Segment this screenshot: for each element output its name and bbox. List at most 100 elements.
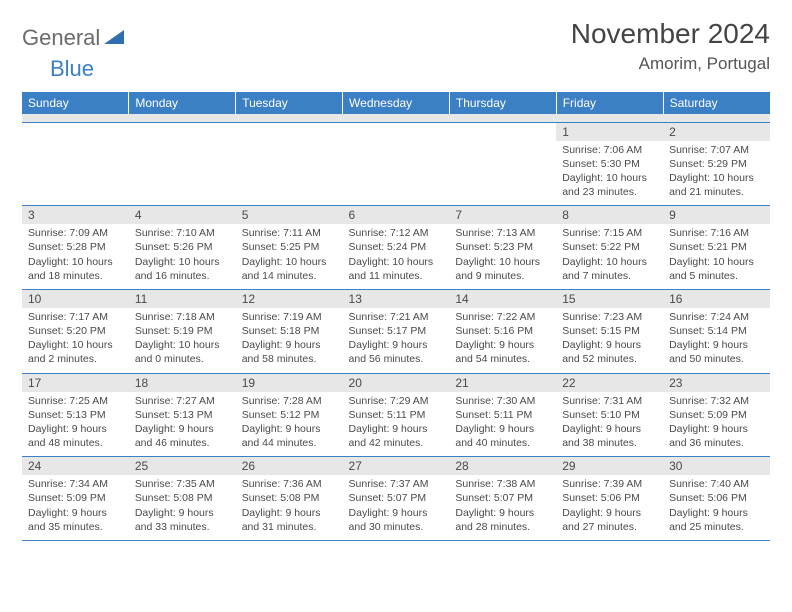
calendar-day-cell: 25Sunrise: 7:35 AMSunset: 5:08 PMDayligh… bbox=[129, 457, 236, 541]
day-details: Sunrise: 7:21 AMSunset: 5:17 PMDaylight:… bbox=[343, 308, 450, 373]
calendar-day-cell bbox=[236, 122, 343, 206]
calendar-table: SundayMondayTuesdayWednesdayThursdayFrid… bbox=[22, 92, 770, 541]
day-details: Sunrise: 7:38 AMSunset: 5:07 PMDaylight:… bbox=[449, 475, 556, 540]
weekday-header: Monday bbox=[129, 92, 236, 114]
weekday-header: Thursday bbox=[449, 92, 556, 114]
calendar-day-cell: 14Sunrise: 7:22 AMSunset: 5:16 PMDayligh… bbox=[449, 289, 556, 373]
calendar-day-cell: 10Sunrise: 7:17 AMSunset: 5:20 PMDayligh… bbox=[22, 289, 129, 373]
day-number: 24 bbox=[22, 457, 129, 475]
calendar-day-cell: 2Sunrise: 7:07 AMSunset: 5:29 PMDaylight… bbox=[663, 122, 770, 206]
day-details: Sunrise: 7:31 AMSunset: 5:10 PMDaylight:… bbox=[556, 392, 663, 457]
day-number: 18 bbox=[129, 374, 236, 392]
calendar-day-cell: 13Sunrise: 7:21 AMSunset: 5:17 PMDayligh… bbox=[343, 289, 450, 373]
calendar-day-cell: 19Sunrise: 7:28 AMSunset: 5:12 PMDayligh… bbox=[236, 373, 343, 457]
calendar-day-cell: 17Sunrise: 7:25 AMSunset: 5:13 PMDayligh… bbox=[22, 373, 129, 457]
day-details: Sunrise: 7:23 AMSunset: 5:15 PMDaylight:… bbox=[556, 308, 663, 373]
day-number: 9 bbox=[663, 206, 770, 224]
weekday-header: Saturday bbox=[663, 92, 770, 114]
calendar-day-cell: 9Sunrise: 7:16 AMSunset: 5:21 PMDaylight… bbox=[663, 206, 770, 290]
calendar-day-cell: 16Sunrise: 7:24 AMSunset: 5:14 PMDayligh… bbox=[663, 289, 770, 373]
weekday-header: Wednesday bbox=[343, 92, 450, 114]
day-details: Sunrise: 7:35 AMSunset: 5:08 PMDaylight:… bbox=[129, 475, 236, 540]
weekday-header-row: SundayMondayTuesdayWednesdayThursdayFrid… bbox=[22, 92, 770, 114]
day-number: 6 bbox=[343, 206, 450, 224]
day-number: 21 bbox=[449, 374, 556, 392]
calendar-day-cell: 1Sunrise: 7:06 AMSunset: 5:30 PMDaylight… bbox=[556, 122, 663, 206]
calendar-day-cell: 8Sunrise: 7:15 AMSunset: 5:22 PMDaylight… bbox=[556, 206, 663, 290]
day-details: Sunrise: 7:24 AMSunset: 5:14 PMDaylight:… bbox=[663, 308, 770, 373]
calendar-day-cell: 23Sunrise: 7:32 AMSunset: 5:09 PMDayligh… bbox=[663, 373, 770, 457]
logo-text-general: General bbox=[22, 25, 100, 51]
day-number: 11 bbox=[129, 290, 236, 308]
day-number: 14 bbox=[449, 290, 556, 308]
day-details: Sunrise: 7:10 AMSunset: 5:26 PMDaylight:… bbox=[129, 224, 236, 289]
day-number: 23 bbox=[663, 374, 770, 392]
day-details: Sunrise: 7:13 AMSunset: 5:23 PMDaylight:… bbox=[449, 224, 556, 289]
day-details: Sunrise: 7:16 AMSunset: 5:21 PMDaylight:… bbox=[663, 224, 770, 289]
day-number: 10 bbox=[22, 290, 129, 308]
calendar-day-cell: 12Sunrise: 7:19 AMSunset: 5:18 PMDayligh… bbox=[236, 289, 343, 373]
day-number: 15 bbox=[556, 290, 663, 308]
calendar-day-cell: 20Sunrise: 7:29 AMSunset: 5:11 PMDayligh… bbox=[343, 373, 450, 457]
day-number: 25 bbox=[129, 457, 236, 475]
day-number: 27 bbox=[343, 457, 450, 475]
calendar-day-cell: 30Sunrise: 7:40 AMSunset: 5:06 PMDayligh… bbox=[663, 457, 770, 541]
calendar-week-row: 10Sunrise: 7:17 AMSunset: 5:20 PMDayligh… bbox=[22, 289, 770, 373]
day-details: Sunrise: 7:34 AMSunset: 5:09 PMDaylight:… bbox=[22, 475, 129, 540]
calendar-week-row: 1Sunrise: 7:06 AMSunset: 5:30 PMDaylight… bbox=[22, 122, 770, 206]
day-details: Sunrise: 7:37 AMSunset: 5:07 PMDaylight:… bbox=[343, 475, 450, 540]
calendar-day-cell: 6Sunrise: 7:12 AMSunset: 5:24 PMDaylight… bbox=[343, 206, 450, 290]
day-details: Sunrise: 7:36 AMSunset: 5:08 PMDaylight:… bbox=[236, 475, 343, 540]
calendar-day-cell: 18Sunrise: 7:27 AMSunset: 5:13 PMDayligh… bbox=[129, 373, 236, 457]
calendar-week-row: 3Sunrise: 7:09 AMSunset: 5:28 PMDaylight… bbox=[22, 206, 770, 290]
day-number: 20 bbox=[343, 374, 450, 392]
day-number: 13 bbox=[343, 290, 450, 308]
day-number: 3 bbox=[22, 206, 129, 224]
day-details: Sunrise: 7:30 AMSunset: 5:11 PMDaylight:… bbox=[449, 392, 556, 457]
day-number: 30 bbox=[663, 457, 770, 475]
logo: General bbox=[22, 24, 124, 52]
day-details: Sunrise: 7:27 AMSunset: 5:13 PMDaylight:… bbox=[129, 392, 236, 457]
day-number: 1 bbox=[556, 123, 663, 141]
weekday-header: Friday bbox=[556, 92, 663, 114]
day-details: Sunrise: 7:17 AMSunset: 5:20 PMDaylight:… bbox=[22, 308, 129, 373]
day-details: Sunrise: 7:19 AMSunset: 5:18 PMDaylight:… bbox=[236, 308, 343, 373]
day-details: Sunrise: 7:40 AMSunset: 5:06 PMDaylight:… bbox=[663, 475, 770, 540]
day-details: Sunrise: 7:28 AMSunset: 5:12 PMDaylight:… bbox=[236, 392, 343, 457]
calendar-day-cell: 4Sunrise: 7:10 AMSunset: 5:26 PMDaylight… bbox=[129, 206, 236, 290]
calendar-day-cell bbox=[449, 122, 556, 206]
day-details: Sunrise: 7:09 AMSunset: 5:28 PMDaylight:… bbox=[22, 224, 129, 289]
month-title: November 2024 bbox=[571, 18, 770, 50]
calendar-day-cell: 11Sunrise: 7:18 AMSunset: 5:19 PMDayligh… bbox=[129, 289, 236, 373]
logo-triangle-icon bbox=[104, 24, 124, 38]
calendar-day-cell: 29Sunrise: 7:39 AMSunset: 5:06 PMDayligh… bbox=[556, 457, 663, 541]
day-number: 19 bbox=[236, 374, 343, 392]
calendar-day-cell: 15Sunrise: 7:23 AMSunset: 5:15 PMDayligh… bbox=[556, 289, 663, 373]
calendar-week-row: 24Sunrise: 7:34 AMSunset: 5:09 PMDayligh… bbox=[22, 457, 770, 541]
day-number: 5 bbox=[236, 206, 343, 224]
day-number: 16 bbox=[663, 290, 770, 308]
day-details: Sunrise: 7:11 AMSunset: 5:25 PMDaylight:… bbox=[236, 224, 343, 289]
day-details: Sunrise: 7:29 AMSunset: 5:11 PMDaylight:… bbox=[343, 392, 450, 457]
calendar-day-cell: 3Sunrise: 7:09 AMSunset: 5:28 PMDaylight… bbox=[22, 206, 129, 290]
calendar-day-cell: 24Sunrise: 7:34 AMSunset: 5:09 PMDayligh… bbox=[22, 457, 129, 541]
day-details: Sunrise: 7:25 AMSunset: 5:13 PMDaylight:… bbox=[22, 392, 129, 457]
calendar-day-cell: 27Sunrise: 7:37 AMSunset: 5:07 PMDayligh… bbox=[343, 457, 450, 541]
day-number: 2 bbox=[663, 123, 770, 141]
day-details: Sunrise: 7:18 AMSunset: 5:19 PMDaylight:… bbox=[129, 308, 236, 373]
day-number: 26 bbox=[236, 457, 343, 475]
calendar-day-cell bbox=[343, 122, 450, 206]
title-block: November 2024 Amorim, Portugal bbox=[571, 18, 770, 74]
calendar-day-cell: 28Sunrise: 7:38 AMSunset: 5:07 PMDayligh… bbox=[449, 457, 556, 541]
day-number: 22 bbox=[556, 374, 663, 392]
day-details: Sunrise: 7:32 AMSunset: 5:09 PMDaylight:… bbox=[663, 392, 770, 457]
day-details: Sunrise: 7:22 AMSunset: 5:16 PMDaylight:… bbox=[449, 308, 556, 373]
day-details: Sunrise: 7:07 AMSunset: 5:29 PMDaylight:… bbox=[663, 141, 770, 206]
day-details: Sunrise: 7:39 AMSunset: 5:06 PMDaylight:… bbox=[556, 475, 663, 540]
calendar-day-cell bbox=[22, 122, 129, 206]
day-number: 4 bbox=[129, 206, 236, 224]
day-number: 28 bbox=[449, 457, 556, 475]
calendar-day-cell: 5Sunrise: 7:11 AMSunset: 5:25 PMDaylight… bbox=[236, 206, 343, 290]
day-number: 8 bbox=[556, 206, 663, 224]
calendar-day-cell: 26Sunrise: 7:36 AMSunset: 5:08 PMDayligh… bbox=[236, 457, 343, 541]
